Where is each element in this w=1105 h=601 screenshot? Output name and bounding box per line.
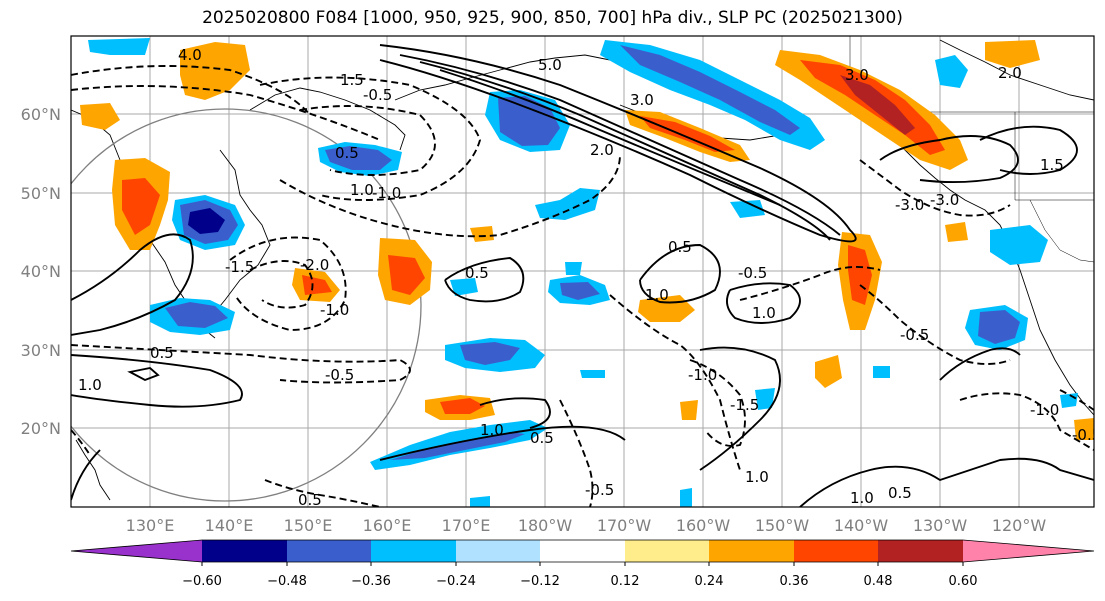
latitude-labels: 60°N 50°N 40°N 30°N 20°N bbox=[21, 105, 61, 438]
colorbar bbox=[70, 539, 1095, 566]
longitude-labels: 130°E 140°E 150°E 160°E 170°E 180°W 170°… bbox=[126, 516, 1047, 535]
contour-label: 4.0 bbox=[178, 46, 202, 64]
contour-label: 0.5 bbox=[150, 344, 174, 362]
lat-label: 60°N bbox=[21, 105, 61, 124]
lat-label: 30°N bbox=[21, 341, 61, 360]
colorbar-tick-label: −0.12 bbox=[520, 574, 560, 589]
contour-label: 0.5 bbox=[298, 491, 322, 509]
contour-label: -1.5 bbox=[225, 258, 254, 276]
lat-label: 50°N bbox=[21, 184, 61, 203]
colorbar-segment bbox=[625, 540, 709, 562]
contour-label: 0.5 bbox=[888, 484, 912, 502]
contour-label: -0.5 bbox=[363, 86, 392, 104]
contour-label: 1.5 bbox=[1040, 156, 1064, 174]
slp-contours-negative bbox=[71, 65, 1094, 507]
contour-label: 3.0 bbox=[630, 91, 654, 109]
colorbar-tick-label: 0.48 bbox=[864, 574, 893, 589]
contour-label: 1.0 bbox=[752, 304, 776, 322]
lon-label: 140°W bbox=[834, 516, 889, 535]
lon-label: 180°W bbox=[518, 516, 573, 535]
colorbar-segment bbox=[202, 540, 287, 562]
lon-label: 150°W bbox=[755, 516, 810, 535]
contour-label: 2.0 bbox=[590, 141, 614, 159]
colorbar-arrow-right bbox=[963, 540, 1094, 562]
lon-label: 130°W bbox=[913, 516, 968, 535]
map-area: 4.0 5.0 3.0 2.0 1.5 1.0 0.5 -0.5 -1.0 -1… bbox=[71, 36, 1101, 509]
map-frame bbox=[70, 35, 1095, 508]
contour-label: 1.0 bbox=[645, 286, 669, 304]
colorbar-segment bbox=[287, 540, 371, 562]
colorbar-tick-label: −0.36 bbox=[351, 574, 391, 589]
contour-label: 0.5 bbox=[465, 264, 489, 282]
contour-label-layer: 4.0 5.0 3.0 2.0 1.5 1.0 0.5 -0.5 -1.0 -1… bbox=[78, 46, 1101, 509]
colorbar-segment bbox=[456, 540, 540, 562]
contour-label: -3.0 bbox=[895, 196, 924, 214]
colorbar-tick-label: −0.24 bbox=[436, 574, 476, 589]
lon-label: 130°E bbox=[126, 516, 175, 535]
divergence-shading bbox=[80, 38, 1094, 507]
colorbar-tick-label: −0.48 bbox=[267, 574, 307, 589]
contour-label: -0.5 bbox=[325, 366, 354, 384]
contour-label: 1.0 bbox=[480, 421, 504, 439]
colorbar-tick-label: −0.60 bbox=[182, 574, 222, 589]
colorbar-segment bbox=[794, 540, 878, 562]
colorbar-segment bbox=[709, 540, 794, 562]
contour-label: -0.5 bbox=[1072, 426, 1101, 444]
colorbar-tick-label: 0.24 bbox=[695, 574, 724, 589]
contour-label: -1.0 bbox=[1030, 401, 1059, 419]
contour-label: 3.0 bbox=[845, 66, 869, 84]
colorbar-segment bbox=[371, 540, 456, 562]
lon-label: 120°W bbox=[992, 516, 1047, 535]
colorbar-ticks: −0.60 −0.48 −0.36 −0.24 −0.12 0.12 0.24 … bbox=[182, 574, 977, 589]
lat-label: 20°N bbox=[21, 419, 61, 438]
lon-label: 160°W bbox=[676, 516, 731, 535]
lon-label: 150°E bbox=[284, 516, 333, 535]
contour-label: 1.0 bbox=[350, 181, 374, 199]
contour-label: -0.5 bbox=[585, 481, 614, 499]
lat-label: 40°N bbox=[21, 262, 61, 281]
contour-label: -1.0 bbox=[372, 184, 401, 202]
contour-label: -1.0 bbox=[320, 301, 349, 319]
contour-label: -1.0 bbox=[688, 366, 717, 384]
contour-label: 1.0 bbox=[78, 376, 102, 394]
contour-label: 1.0 bbox=[850, 489, 874, 507]
colorbar-segment bbox=[540, 540, 625, 562]
colorbar-arrow-left bbox=[71, 540, 202, 562]
contour-label: -3.0 bbox=[930, 191, 959, 209]
contour-label: -2.0 bbox=[300, 256, 329, 274]
colorbar-tick-label: 0.36 bbox=[780, 574, 809, 589]
colorbar-tick-label: 0.12 bbox=[611, 574, 640, 589]
lon-label: 140°E bbox=[205, 516, 254, 535]
contour-label: 5.0 bbox=[538, 56, 562, 74]
contour-label: 0.5 bbox=[530, 429, 554, 447]
contour-label: 0.5 bbox=[335, 144, 359, 162]
contour-label: 1.5 bbox=[340, 71, 364, 89]
contour-label: -0.5 bbox=[900, 326, 929, 344]
contour-label: 0.5 bbox=[668, 238, 692, 256]
contour-label: 1.0 bbox=[745, 468, 769, 486]
contour-label: 2.0 bbox=[998, 64, 1022, 82]
colorbar-segment bbox=[878, 540, 963, 562]
range-ring bbox=[71, 108, 422, 502]
lon-label: 170°E bbox=[442, 516, 491, 535]
slp-contours bbox=[71, 44, 1094, 507]
contour-label: -1.5 bbox=[730, 396, 759, 414]
colorbar-tick-label: 0.60 bbox=[949, 574, 978, 589]
map-title: 2025020800 F084 [1000, 950, 925, 900, 85… bbox=[202, 8, 903, 28]
lon-label: 160°E bbox=[363, 516, 412, 535]
contour-label: -0.5 bbox=[738, 264, 767, 282]
lon-label: 170°W bbox=[597, 516, 652, 535]
